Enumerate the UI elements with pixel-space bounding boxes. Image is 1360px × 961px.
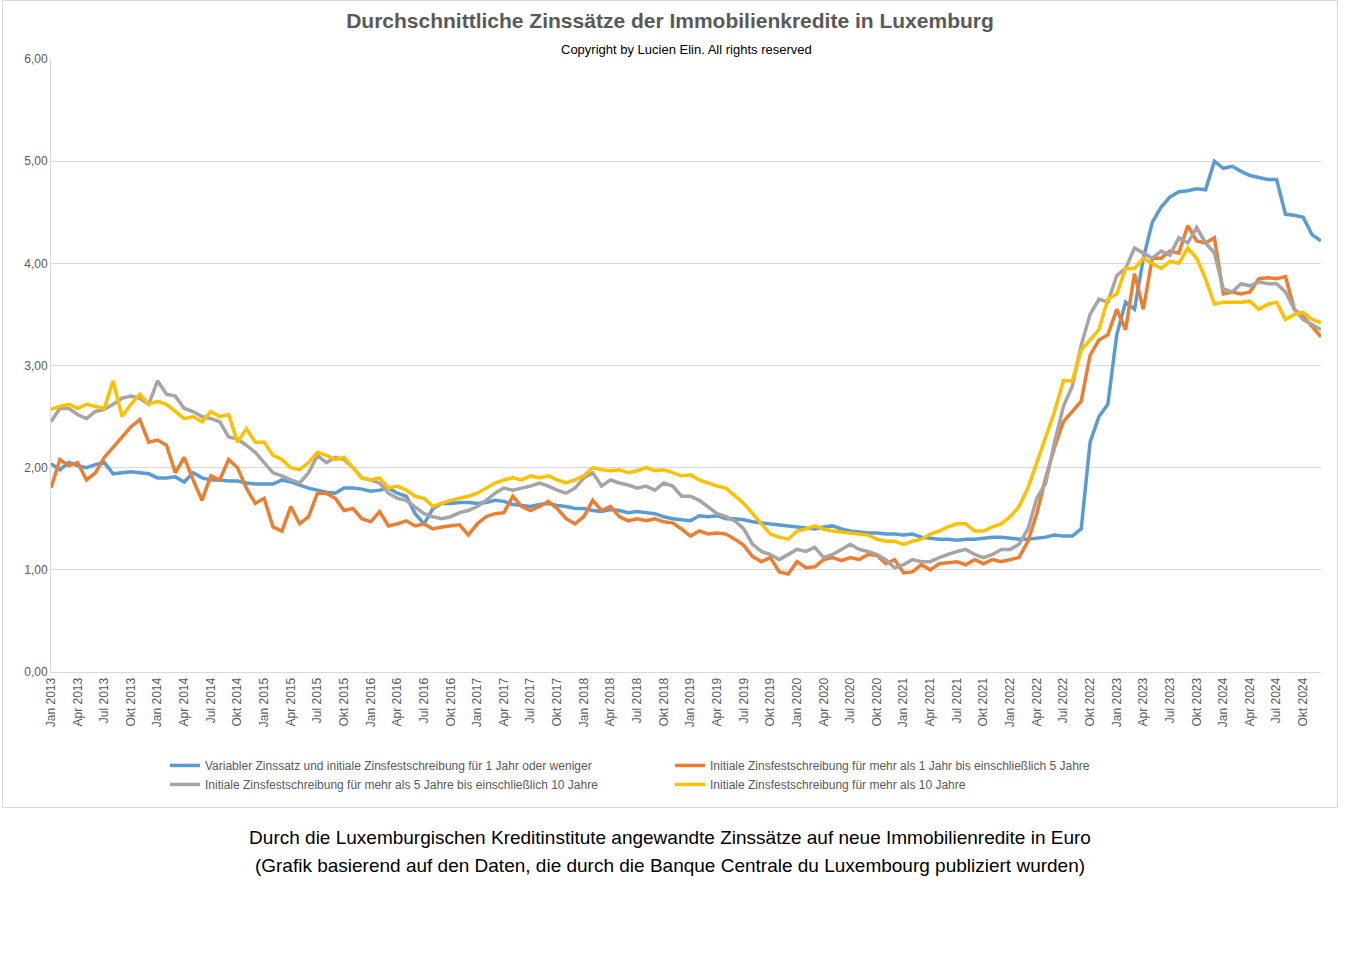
svg-text:Jan 2016: Jan 2016 bbox=[364, 677, 378, 727]
svg-text:Jan 2021: Jan 2021 bbox=[896, 677, 910, 727]
svg-text:Okt 2021: Okt 2021 bbox=[976, 677, 990, 726]
svg-text:Jul 2013: Jul 2013 bbox=[97, 677, 111, 723]
svg-text:Apr 2015: Apr 2015 bbox=[284, 677, 298, 726]
svg-text:Jul 2019: Jul 2019 bbox=[737, 677, 751, 723]
svg-text:Apr 2016: Apr 2016 bbox=[390, 677, 404, 726]
svg-text:Okt 2020: Okt 2020 bbox=[870, 677, 884, 726]
svg-text:Jul 2023: Jul 2023 bbox=[1163, 677, 1177, 723]
svg-text:5,00: 5,00 bbox=[24, 154, 48, 168]
svg-text:Apr 2019: Apr 2019 bbox=[710, 677, 724, 726]
svg-text:Jul 2021: Jul 2021 bbox=[950, 677, 964, 723]
svg-text:3,00: 3,00 bbox=[24, 359, 48, 373]
svg-text:6,00: 6,00 bbox=[24, 52, 48, 66]
svg-text:Apr 2018: Apr 2018 bbox=[603, 677, 617, 726]
svg-text:4,00: 4,00 bbox=[24, 257, 48, 271]
svg-text:Jan 2023: Jan 2023 bbox=[1110, 677, 1124, 727]
svg-text:Initiale Zinsfestschreibung fü: Initiale Zinsfestschreibung für mehr als… bbox=[205, 778, 598, 792]
svg-text:Jul 2014: Jul 2014 bbox=[204, 677, 218, 723]
svg-text:Jan 2020: Jan 2020 bbox=[790, 677, 804, 727]
svg-text:Okt 2015: Okt 2015 bbox=[337, 677, 351, 726]
svg-text:Jul 2022: Jul 2022 bbox=[1056, 677, 1070, 723]
svg-text:Apr 2014: Apr 2014 bbox=[177, 677, 191, 726]
svg-text:Apr 2022: Apr 2022 bbox=[1030, 677, 1044, 726]
svg-text:0,00: 0,00 bbox=[24, 665, 48, 679]
svg-text:Jul 2024: Jul 2024 bbox=[1269, 677, 1283, 723]
svg-text:Okt 2019: Okt 2019 bbox=[763, 677, 777, 726]
svg-text:Jul 2017: Jul 2017 bbox=[523, 677, 537, 723]
svg-text:Okt 2016: Okt 2016 bbox=[444, 677, 458, 726]
svg-text:Apr 2017: Apr 2017 bbox=[497, 677, 511, 726]
svg-text:1,00: 1,00 bbox=[24, 563, 48, 577]
html-text:Durch die Luxemburgischen Kred: Durch die Luxemburgischen Kreditinstitut… bbox=[249, 827, 1091, 848]
svg-text:Initiale Zinsfestschreibung fü: Initiale Zinsfestschreibung für mehr als… bbox=[710, 759, 1090, 773]
svg-text:Jul 2018: Jul 2018 bbox=[630, 677, 644, 723]
svg-text:Variabler Zinssatz und initial: Variabler Zinssatz und initiale Zinsfest… bbox=[205, 759, 592, 773]
svg-text:Jan 2022: Jan 2022 bbox=[1003, 677, 1017, 727]
svg-text:2,00: 2,00 bbox=[24, 461, 48, 475]
svg-text:Jan 2019: Jan 2019 bbox=[683, 677, 697, 727]
html-text:(Grafik basierend auf den Date: (Grafik basierend auf den Daten, die dur… bbox=[254, 855, 1086, 876]
svg-text:Jul 2015: Jul 2015 bbox=[310, 677, 324, 723]
svg-text:Jan 2017: Jan 2017 bbox=[470, 677, 484, 727]
svg-text:Apr 2023: Apr 2023 bbox=[1136, 677, 1150, 726]
svg-text:Apr 2021: Apr 2021 bbox=[923, 677, 937, 726]
svg-text:Okt 2023: Okt 2023 bbox=[1190, 677, 1204, 726]
svg-text:Apr 2020: Apr 2020 bbox=[817, 677, 831, 726]
svg-text:Jan 2015: Jan 2015 bbox=[257, 677, 271, 727]
svg-text:Okt 2017: Okt 2017 bbox=[550, 677, 564, 726]
svg-text:Jul 2016: Jul 2016 bbox=[417, 677, 431, 723]
svg-text:Jan 2018: Jan 2018 bbox=[577, 677, 591, 727]
svg-text:Apr 2013: Apr 2013 bbox=[71, 677, 85, 726]
svg-text:Initiale Zinsfestschreibung fü: Initiale Zinsfestschreibung für mehr als… bbox=[710, 778, 966, 792]
svg-text:Jan 2024: Jan 2024 bbox=[1216, 677, 1230, 727]
svg-text:Okt 2022: Okt 2022 bbox=[1083, 677, 1097, 726]
svg-text:Jan 2013: Jan 2013 bbox=[44, 677, 58, 727]
svg-text:Jul 2020: Jul 2020 bbox=[843, 677, 857, 723]
svg-text:Okt 2018: Okt 2018 bbox=[657, 677, 671, 726]
svg-text:Apr 2024: Apr 2024 bbox=[1243, 677, 1257, 726]
svg-text:Okt 2014: Okt 2014 bbox=[230, 677, 244, 726]
svg-text:Durchschnittliche Zinssätze de: Durchschnittliche Zinssätze der Immobili… bbox=[346, 9, 994, 32]
svg-text:Copyright by Lucien Elin. All: Copyright by Lucien Elin. All rights res… bbox=[561, 42, 812, 57]
svg-text:Jan 2014: Jan 2014 bbox=[150, 677, 164, 727]
svg-text:Okt 2024: Okt 2024 bbox=[1296, 677, 1310, 726]
svg-text:Okt 2013: Okt 2013 bbox=[124, 677, 138, 726]
